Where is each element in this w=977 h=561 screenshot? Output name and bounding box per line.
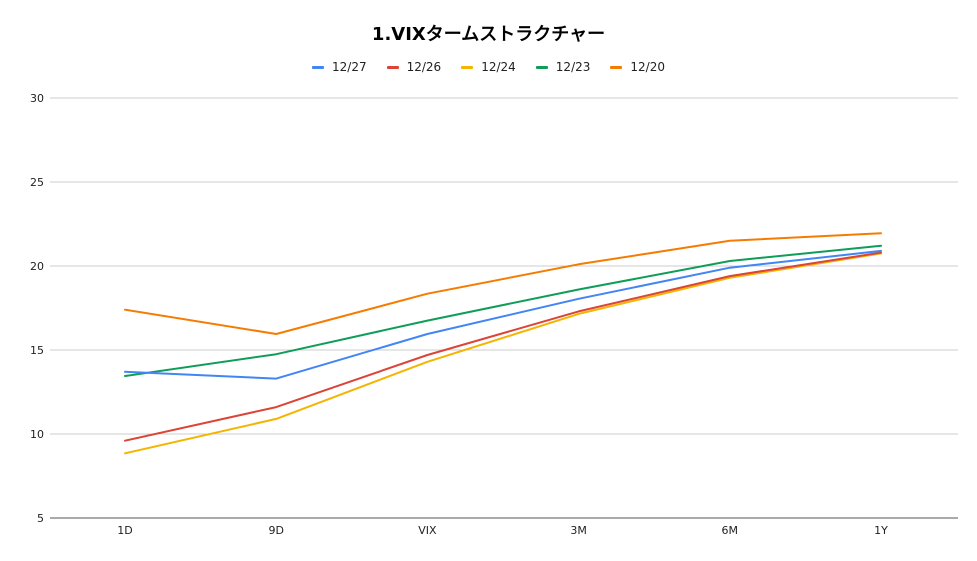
series-line-12-23 [124,244,882,377]
series-line-12-26 [124,251,882,442]
x-tick-label: 1D [117,524,132,537]
legend: 12/27 12/26 12/24 12/23 12/20 [0,60,977,74]
y-tick-label: 25 [30,176,44,189]
legend-label: 12/24 [481,60,516,74]
legend-item: 12/20 [610,60,665,74]
series-line-12-20 [124,232,882,335]
x-tick-label: 3M [570,524,587,537]
legend-label: 12/27 [332,60,367,74]
x-tick-label: 9D [268,524,283,537]
series-line-12-27 [124,249,882,380]
legend-swatch [312,65,325,69]
legend-item: 12/26 [386,60,442,74]
y-tick-label: 5 [37,512,44,525]
legend-swatch [461,65,474,69]
x-tick-label: 1Y [874,524,888,537]
y-tick-label: 10 [30,428,44,441]
x-tick-label: 6M [722,524,739,537]
x-tick-label: VIX [418,524,437,537]
legend-label: 12/26 [406,60,442,74]
legend-item: 12/24 [461,60,516,74]
y-tick-label: 20 [30,260,44,273]
y-tick-label: 30 [30,92,44,105]
legend-swatch [386,65,399,69]
series-line-12-24 [124,252,882,455]
y-tick-label: 15 [30,344,44,357]
legend-item: 12/27 [312,60,367,74]
legend-swatch [610,65,623,69]
legend-item: 12/23 [535,60,591,74]
legend-label: 12/20 [630,60,665,74]
legend-label: 12/23 [555,60,591,74]
legend-swatch [535,65,548,69]
chart-title: 1.VIXタームストラクチャー [371,24,606,45]
